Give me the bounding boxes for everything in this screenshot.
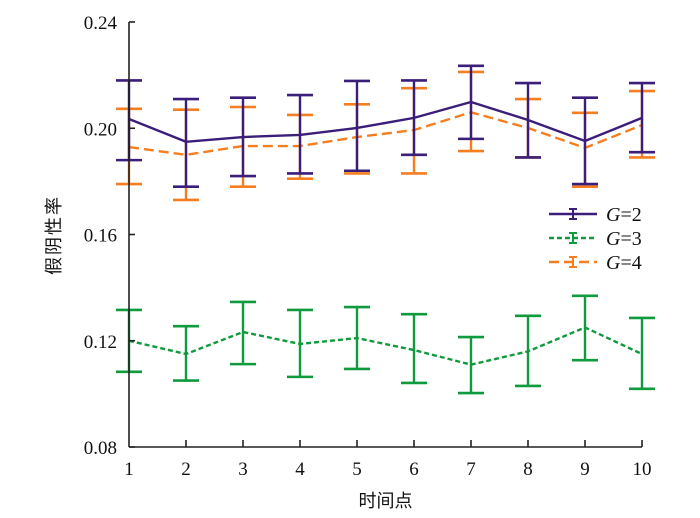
y-tick-label: 0.24 [84,13,118,34]
y-tick-label: 0.12 [84,332,117,353]
legend-label: G=4 [606,252,642,274]
x-tick-label: 4 [295,459,305,480]
x-tick-label: 3 [238,459,248,480]
plot-series [116,64,655,395]
legend: G=2G=3G=4 [549,204,642,274]
legend-label: G=3 [606,228,642,250]
x-tick-label: 6 [409,459,419,480]
y-ticks: 0.08 0.12 0.16 0.20 0.24 [84,13,135,459]
legend-item: G=2 [549,204,642,226]
series-line [128,111,643,157]
x-tick-label: 8 [523,459,533,480]
legend-item: G=4 [549,252,642,274]
axes: 0.08 0.12 0.16 0.20 0.24 1 2 3 4 5 6 7 8 9 10 [84,13,652,480]
x-axis-title: 时间点 [359,491,413,512]
y-axis-title: 假阴性率 [44,195,65,275]
x-tick-label: 10 [633,459,652,480]
error-bar [344,79,370,173]
series-g-3 [116,294,655,395]
legend-label: G=2 [606,204,642,226]
x-tick-label: 1 [124,459,134,480]
series-line [128,100,643,144]
y-tick-label: 0.08 [84,438,117,459]
legend-item: G=3 [549,228,642,250]
series-g-2 [116,64,655,188]
error-bar [629,316,655,391]
series-line [128,326,643,366]
error-bar [401,312,427,385]
x-tick-label: 7 [466,459,476,480]
x-tick-label: 5 [352,459,362,480]
x-tick-label: 9 [580,459,590,480]
y-tick-label: 0.16 [84,226,117,247]
error-bar [230,300,256,366]
x-tick-label: 2 [181,459,191,480]
error-bar [629,81,655,154]
y-tick-label: 0.20 [84,119,117,140]
x-ticks: 1 2 3 4 5 6 7 8 9 10 [124,440,652,480]
